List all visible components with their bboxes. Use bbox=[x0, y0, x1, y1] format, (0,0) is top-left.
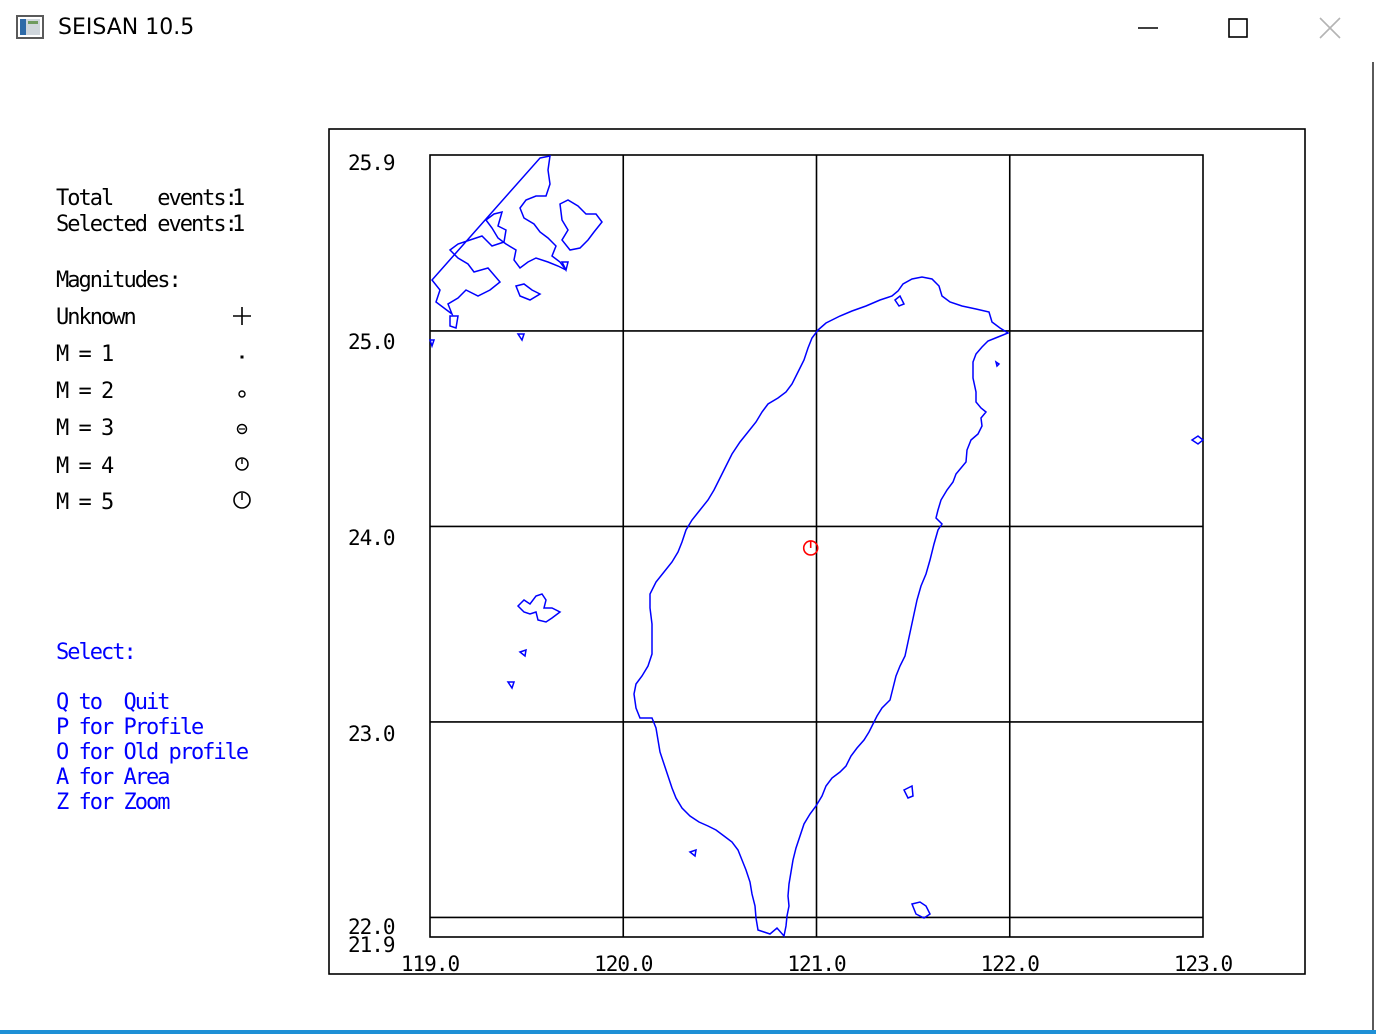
coastline-fujian-islet-1 bbox=[559, 199, 603, 251]
latitude-label: 25.0 bbox=[348, 330, 395, 354]
event-epicenter-marker[interactable] bbox=[802, 540, 819, 556]
select-heading: Select: bbox=[56, 640, 137, 665]
window-title: SEISAN 10.5 bbox=[58, 15, 195, 40]
events-layer bbox=[802, 540, 819, 556]
magnitude-label-unknown: Unknown bbox=[56, 305, 137, 330]
latitude-label: 24.0 bbox=[348, 526, 395, 550]
select-option-area[interactable]: A for Area bbox=[56, 765, 170, 790]
title-bar: SEISAN 10.5 bbox=[0, 0, 1376, 56]
coastline-fujian-islet-5 bbox=[428, 339, 436, 349]
minimize-icon bbox=[1138, 27, 1158, 29]
circle-tick-icon bbox=[235, 457, 249, 471]
coastline-fujian-islet-4 bbox=[516, 333, 526, 342]
longitude-label: 121.0 bbox=[787, 952, 846, 976]
coastline-islet-east bbox=[994, 360, 1001, 368]
select-option-quit[interactable]: Q to Quit bbox=[56, 690, 170, 715]
coastline-orchid-island bbox=[910, 901, 931, 919]
dot-icon bbox=[240, 355, 244, 359]
close-button[interactable] bbox=[1284, 0, 1376, 56]
minimize-button[interactable] bbox=[1102, 0, 1194, 56]
select-option-zoom[interactable]: Z for Zoom bbox=[56, 790, 170, 815]
coastline-penghu-main bbox=[516, 593, 562, 623]
app-window-icon bbox=[16, 15, 44, 39]
latitude-label: 23.0 bbox=[348, 722, 395, 746]
longitude-label: 119.0 bbox=[401, 952, 460, 976]
longitude-labels: 119.0 120.0 121.0 122.0 123.0 bbox=[401, 952, 1234, 976]
magnitude-label-3: M = 3 bbox=[56, 416, 114, 441]
latitude-label: 25.9 bbox=[348, 151, 395, 175]
window-bottom-border bbox=[0, 1030, 1376, 1034]
coastline-liuqiu bbox=[688, 848, 697, 858]
magnitude-label-5: M = 5 bbox=[56, 490, 114, 515]
latitude-label: 21.9 bbox=[348, 933, 395, 957]
window-right-border bbox=[1372, 62, 1374, 1034]
large-circle-tick-icon bbox=[233, 491, 251, 509]
maximize-button[interactable] bbox=[1192, 0, 1284, 56]
circle-icon bbox=[236, 423, 248, 435]
maximize-icon bbox=[1228, 18, 1248, 38]
coastline-penghu-small-2 bbox=[506, 681, 516, 690]
selected-events-label: Selected events: bbox=[56, 212, 238, 237]
map-outer-frame bbox=[328, 128, 1306, 975]
longitude-label: 122.0 bbox=[981, 952, 1040, 976]
small-circle-icon bbox=[238, 390, 246, 398]
total-events-label: Total events: bbox=[56, 186, 238, 211]
select-option-profile[interactable]: P for Profile bbox=[56, 715, 204, 740]
coastline-penghu-small-1 bbox=[518, 648, 527, 658]
latitude-label: 22.0 bbox=[348, 915, 395, 939]
coastline bbox=[428, 155, 1205, 938]
magnitude-label-2: M = 2 bbox=[56, 379, 114, 404]
selected-events-value: 1 bbox=[232, 212, 245, 237]
longitude-label: 120.0 bbox=[594, 952, 653, 976]
coastline-green-island bbox=[902, 784, 914, 799]
coastline-fujian-islet-2 bbox=[514, 283, 542, 301]
magnitude-label-4: M = 4 bbox=[56, 454, 114, 479]
coastline-fujian-islet-6 bbox=[560, 261, 569, 273]
coastline-fujian bbox=[431, 155, 567, 317]
latitude-labels: 25.9 25.0 24.0 23.0 22.021.9 bbox=[348, 151, 396, 957]
total-events-value: 1 bbox=[232, 186, 245, 211]
plus-icon bbox=[233, 307, 251, 325]
coastline-islet-keelung bbox=[893, 294, 906, 307]
close-icon bbox=[1319, 17, 1341, 39]
map-grid bbox=[430, 155, 1203, 937]
magnitudes-heading: Magnitudes: bbox=[56, 268, 182, 293]
longitude-label: 123.0 bbox=[1174, 952, 1233, 976]
coastline-taiwan bbox=[633, 276, 1010, 938]
coastline-yonaguni bbox=[1190, 435, 1205, 445]
select-option-old-profile[interactable]: O for Old profile bbox=[56, 740, 249, 765]
coastline-fujian-islet-3 bbox=[449, 315, 459, 329]
magnitude-label-1: M = 1 bbox=[56, 342, 114, 367]
